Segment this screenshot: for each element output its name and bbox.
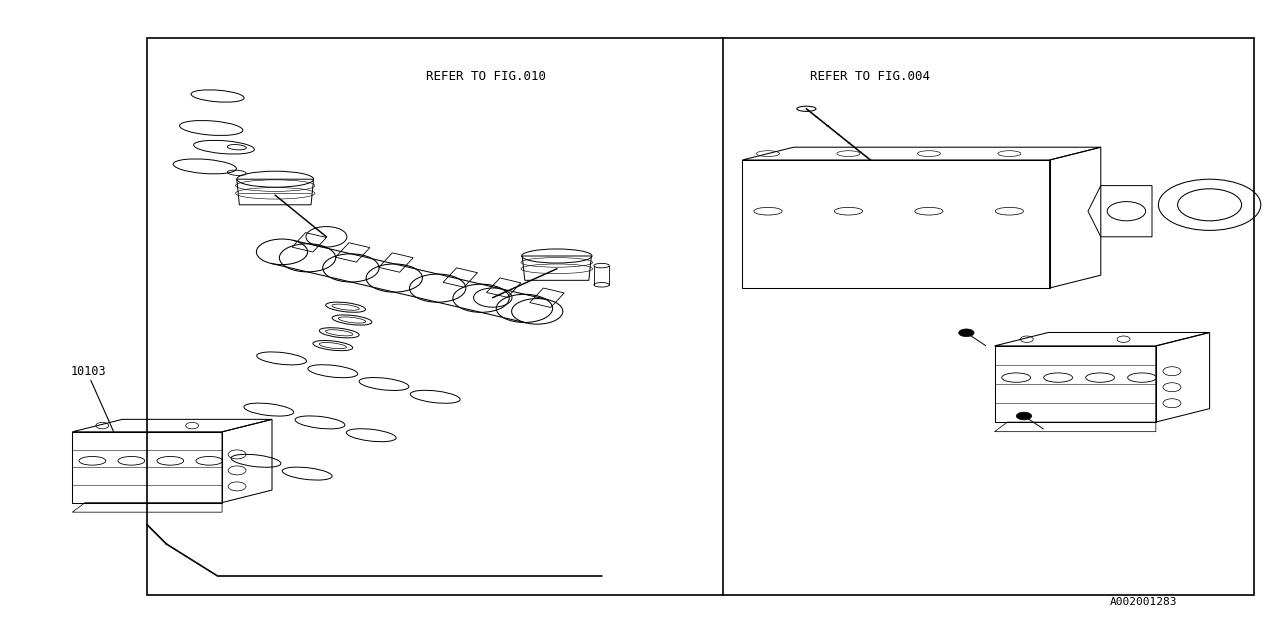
Circle shape [959,329,974,337]
Circle shape [1016,412,1032,420]
Text: REFER TO FIG.010: REFER TO FIG.010 [426,70,547,83]
Text: REFER TO FIG.004: REFER TO FIG.004 [810,70,931,83]
Text: A002001283: A002001283 [1110,596,1178,607]
Text: 10103: 10103 [70,365,106,378]
Bar [147,38,1254,595]
